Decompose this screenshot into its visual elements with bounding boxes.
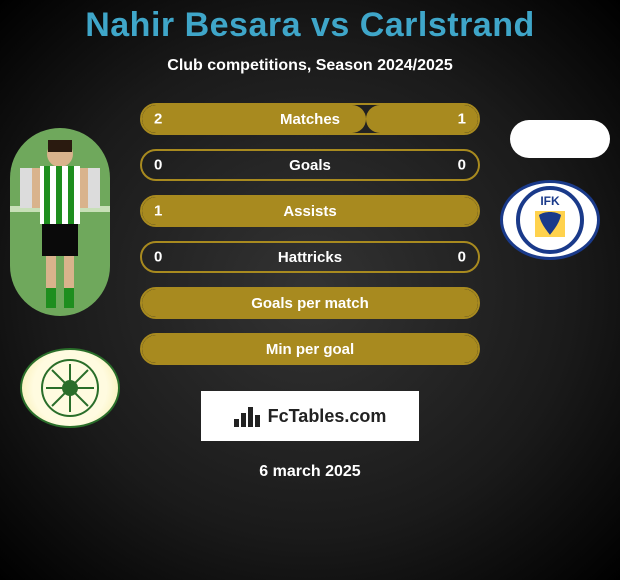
card: Nahir Besara vs Carlstrand Club competit… — [0, 0, 620, 580]
stat-value-left: 0 — [154, 157, 162, 174]
club-logo-left — [20, 348, 120, 428]
club-logo-right-svg: IFK — [515, 185, 585, 255]
stat-row: Goals per match — [140, 287, 480, 319]
svg-text:IFK: IFK — [540, 194, 560, 208]
stat-value-left: 0 — [154, 249, 162, 266]
stat-value-left: 1 — [154, 203, 162, 220]
club-logo-right: IFK — [500, 180, 600, 260]
stat-value-right: 0 — [458, 157, 466, 174]
stat-label: Min per goal — [266, 341, 354, 358]
player-left-image — [10, 128, 110, 316]
club-logo-left-svg — [40, 358, 100, 418]
brand-text: FcTables.com — [268, 406, 387, 427]
stat-row: 2 1 Matches — [140, 103, 480, 135]
stat-label: Assists — [283, 203, 336, 220]
brand-bar: FcTables.com — [201, 391, 419, 441]
date-text: 6 march 2025 — [0, 463, 620, 481]
stat-value-left: 2 — [154, 111, 162, 128]
stats-section: 2 1 Matches 0 0 Goals 1 Assists 0 0 Hattricks Goals… — [140, 103, 480, 365]
stat-label: Goals per match — [251, 295, 369, 312]
brand-icon — [234, 405, 260, 427]
stat-label: Matches — [280, 111, 340, 128]
stat-row: 0 0 Goals — [140, 149, 480, 181]
stat-label: Goals — [289, 157, 331, 174]
stat-value-right: 1 — [458, 111, 466, 128]
stat-row: Min per goal — [140, 333, 480, 365]
player-left-svg — [10, 128, 110, 316]
stat-value-right: 0 — [458, 249, 466, 266]
page-title: Nahir Besara vs Carlstrand — [0, 0, 620, 45]
subtitle: Club competitions, Season 2024/2025 — [0, 57, 620, 75]
player-right-image — [510, 120, 610, 158]
stat-row: 0 0 Hattricks — [140, 241, 480, 273]
stat-label: Hattricks — [278, 249, 342, 266]
stat-row: 1 Assists — [140, 195, 480, 227]
